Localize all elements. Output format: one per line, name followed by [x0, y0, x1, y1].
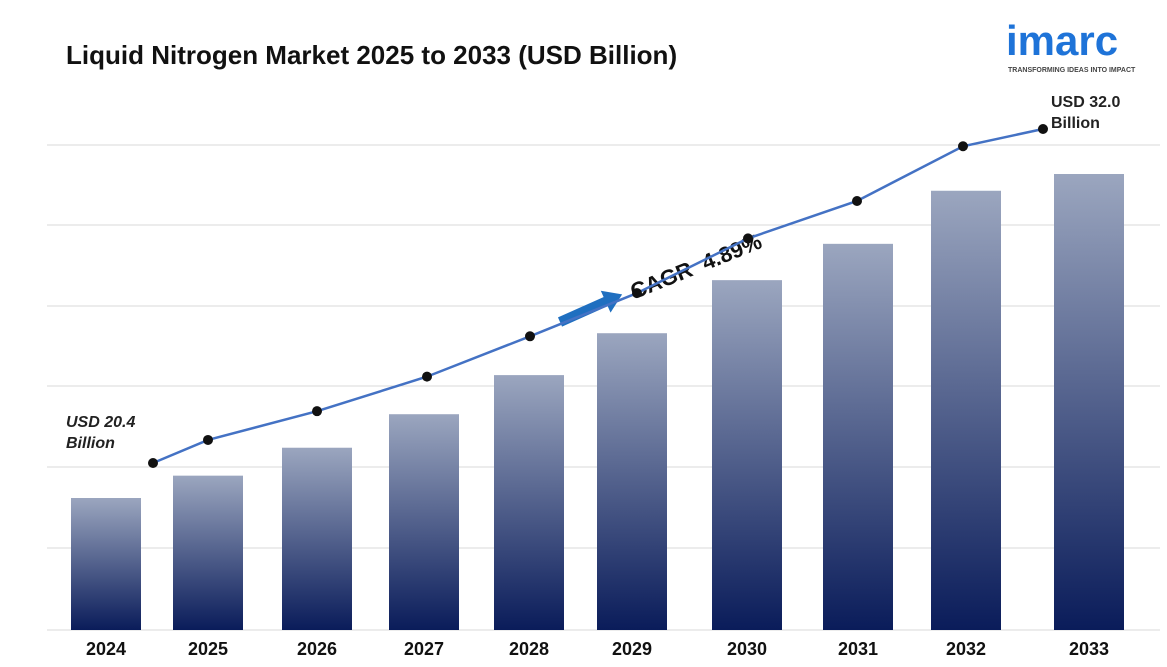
cagr-arrow [557, 290, 623, 327]
bar [494, 375, 564, 630]
bar [823, 243, 893, 631]
x-tick-label: 2030 [727, 639, 767, 659]
logo-tagline: TRANSFORMING IDEAS INTO IMPACT [1008, 67, 1136, 74]
trend-point [148, 458, 158, 468]
value-label: USD 32.0 Billion [1051, 94, 1121, 132]
x-tick-label: 2029 [612, 639, 652, 659]
trend-point [743, 233, 753, 244]
trend-point [632, 288, 642, 299]
x-tick-label: 2027 [404, 639, 444, 659]
bar [282, 447, 352, 630]
x-tick-label: 2026 [297, 639, 337, 659]
bar [71, 498, 141, 630]
x-tick-label: 2031 [838, 639, 878, 659]
trend-line [152, 127, 1044, 465]
bar [1054, 174, 1124, 630]
x-tick-label: 2025 [188, 639, 228, 659]
trend-point [312, 406, 322, 417]
arrow-head [600, 290, 623, 313]
bar [712, 280, 782, 630]
x-tick-label: 2033 [1069, 639, 1109, 659]
x-tick-label: 2032 [946, 639, 986, 659]
trend-point [852, 195, 862, 206]
bar [931, 190, 1001, 631]
x-tick-label: 2024 [86, 639, 126, 659]
trend-point [1038, 124, 1048, 134]
chart-title: Liquid Nitrogen Market 2025 to 2033 (USD… [66, 40, 677, 70]
trend-point [422, 371, 432, 382]
logo: imarc [1006, 17, 1118, 64]
bar [173, 475, 243, 630]
trend-point [958, 141, 968, 152]
value-label: USD 20.4 Billion [66, 414, 136, 452]
trend-point [525, 331, 535, 342]
x-tick-label: 2028 [509, 639, 549, 659]
bar [389, 414, 459, 630]
trend-point [203, 434, 213, 445]
bar [597, 333, 667, 630]
